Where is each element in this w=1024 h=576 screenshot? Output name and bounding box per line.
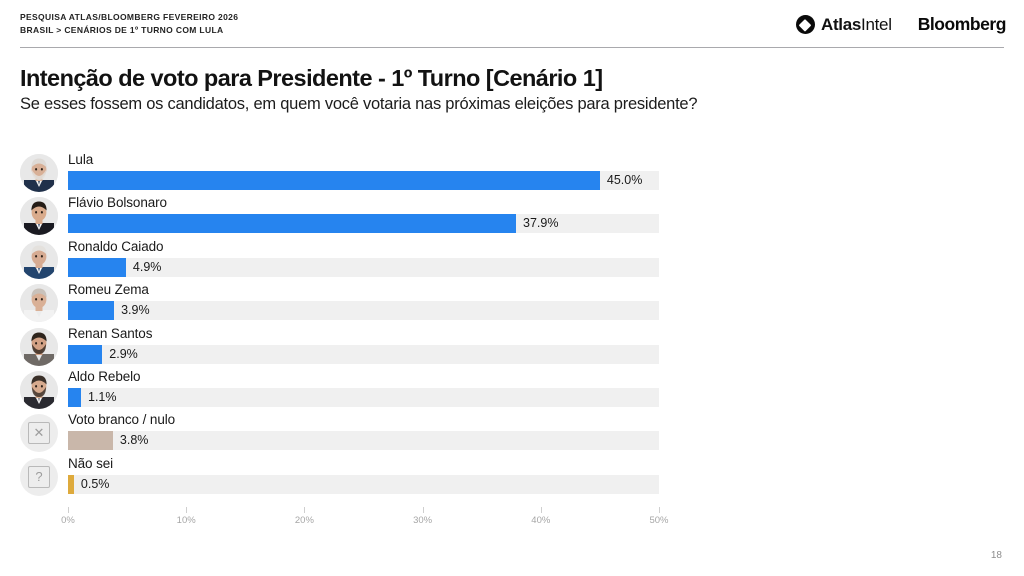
- photo-lula: [20, 154, 58, 192]
- bar-row: Romeu Zema 3.9%: [0, 280, 700, 323]
- candidate-name: Flávio Bolsonaro: [68, 195, 167, 211]
- title-block: Intenção de voto para Presidente - 1º Tu…: [20, 64, 1000, 115]
- bar-chart: Lula 45.0% Flávio Bolsonaro 37.9% Ronaldo Ca…: [0, 150, 1024, 550]
- bar-row: Ronaldo Caiado 4.9%: [0, 237, 700, 280]
- candidate-name: Lula: [68, 152, 94, 167]
- bar-row: Aldo Rebelo 1.1%: [0, 367, 700, 410]
- bar-fill: [68, 214, 516, 234]
- candidate-name: Renan Santos: [68, 325, 153, 341]
- axis-tick-label: 50%: [649, 515, 669, 526]
- photo-aldo-rebelo: [20, 370, 58, 409]
- bar-fill: [68, 474, 74, 494]
- candidate-name: Não sei: [68, 455, 114, 471]
- axis-tick-label: 30%: [413, 515, 433, 526]
- axis-tick: [186, 507, 188, 513]
- candidate-name: Voto branco / nulo: [68, 412, 176, 428]
- photo-ronaldo-caiado: [20, 240, 58, 279]
- atlas-logo-bold: Atlas: [820, 14, 862, 34]
- bar-track: [68, 257, 659, 277]
- axis-tick-label: 20%: [294, 515, 314, 526]
- axis-tick: [304, 507, 306, 513]
- bar-track: [68, 171, 659, 190]
- candidate-name: Romeu Zema: [68, 282, 149, 298]
- breadcrumb: BRASIL > CENÁRIOS DE 1º TURNO COM LULA: [20, 25, 224, 35]
- bar-row: ? Não sei 0.5%: [0, 454, 700, 497]
- bar-value-label: 1.1%: [88, 389, 117, 404]
- bar-fill: [68, 171, 600, 190]
- axis-tick-label: 0%: [61, 515, 75, 526]
- bar-fill: [68, 344, 103, 364]
- axis-tick: [68, 507, 69, 513]
- bar-row: ✕ Voto branco / nulo 3.8%: [0, 410, 700, 453]
- axis-tick-label: 10%: [176, 515, 196, 526]
- bar-value-label: 3.8%: [119, 433, 149, 448]
- bar-fill: [68, 387, 81, 407]
- bar-track: [68, 214, 659, 234]
- candidate-name: Ronaldo Caiado: [68, 238, 164, 254]
- photo-renan-santos: [20, 327, 58, 366]
- bar-track: [68, 344, 659, 364]
- bar-fill: [68, 301, 115, 321]
- atlas-logo-light: Intel: [861, 14, 892, 34]
- atlasintel-logo: AtlasIntel: [795, 15, 892, 35]
- x-box-icon: ✕: [20, 414, 58, 453]
- bar-value-label: 37.9%: [523, 216, 559, 231]
- photo-flavio-bolsonaro: [20, 197, 58, 236]
- logo-group: AtlasIntel Bloomberg: [795, 14, 1007, 35]
- page-number: 18: [990, 550, 1002, 561]
- bar-track: [68, 387, 659, 407]
- bar-value-label: 45.0%: [606, 173, 643, 187]
- x-axis: 0% 10% 20% 30% 40% 50%: [61, 507, 669, 537]
- bar-row: Flávio Bolsonaro 37.9%: [0, 193, 700, 236]
- header-divider: [20, 47, 1004, 48]
- bar-value-label: 2.9%: [109, 346, 138, 361]
- page-title: Intenção de voto para Presidente - 1º Tu…: [20, 65, 603, 91]
- bar-value-label: 4.9%: [132, 259, 162, 274]
- bar-track: [68, 474, 659, 494]
- candidate-name: Aldo Rebelo: [68, 368, 141, 384]
- photo-romeu-zema: [20, 284, 58, 323]
- survey-kicker: PESQUISA ATLAS/BLOOMBERG FEVEREIRO 2026: [20, 12, 239, 22]
- atlas-diamond-icon: [795, 15, 815, 34]
- bar-row: Lula 45.0%: [0, 150, 700, 193]
- page-subtitle: Se esses fossem os candidatos, em quem v…: [20, 95, 698, 113]
- atlasintel-logo-text: AtlasIntel: [821, 15, 892, 35]
- bar-track: [68, 301, 659, 321]
- bar-track: [68, 431, 659, 451]
- axis-tick: [422, 507, 424, 513]
- question-box-icon: ?: [20, 457, 58, 496]
- bar-value-label: 3.9%: [121, 303, 150, 318]
- page-header: PESQUISA ATLAS/BLOOMBERG FEVEREIRO 2026 …: [0, 0, 1024, 48]
- bar-rows: Lula 45.0% Flávio Bolsonaro 37.9% Ronaldo Ca…: [0, 150, 700, 497]
- axis-tick-label: 40%: [531, 515, 551, 526]
- bar-fill: [68, 257, 126, 277]
- bar-row: Renan Santos 2.9%: [0, 324, 700, 367]
- bar-value-label: 0.5%: [80, 476, 110, 491]
- axis-tick: [659, 507, 660, 513]
- bloomberg-logo: Bloomberg: [917, 14, 1007, 34]
- axis-tick: [540, 507, 542, 513]
- bar-fill: [68, 431, 113, 451]
